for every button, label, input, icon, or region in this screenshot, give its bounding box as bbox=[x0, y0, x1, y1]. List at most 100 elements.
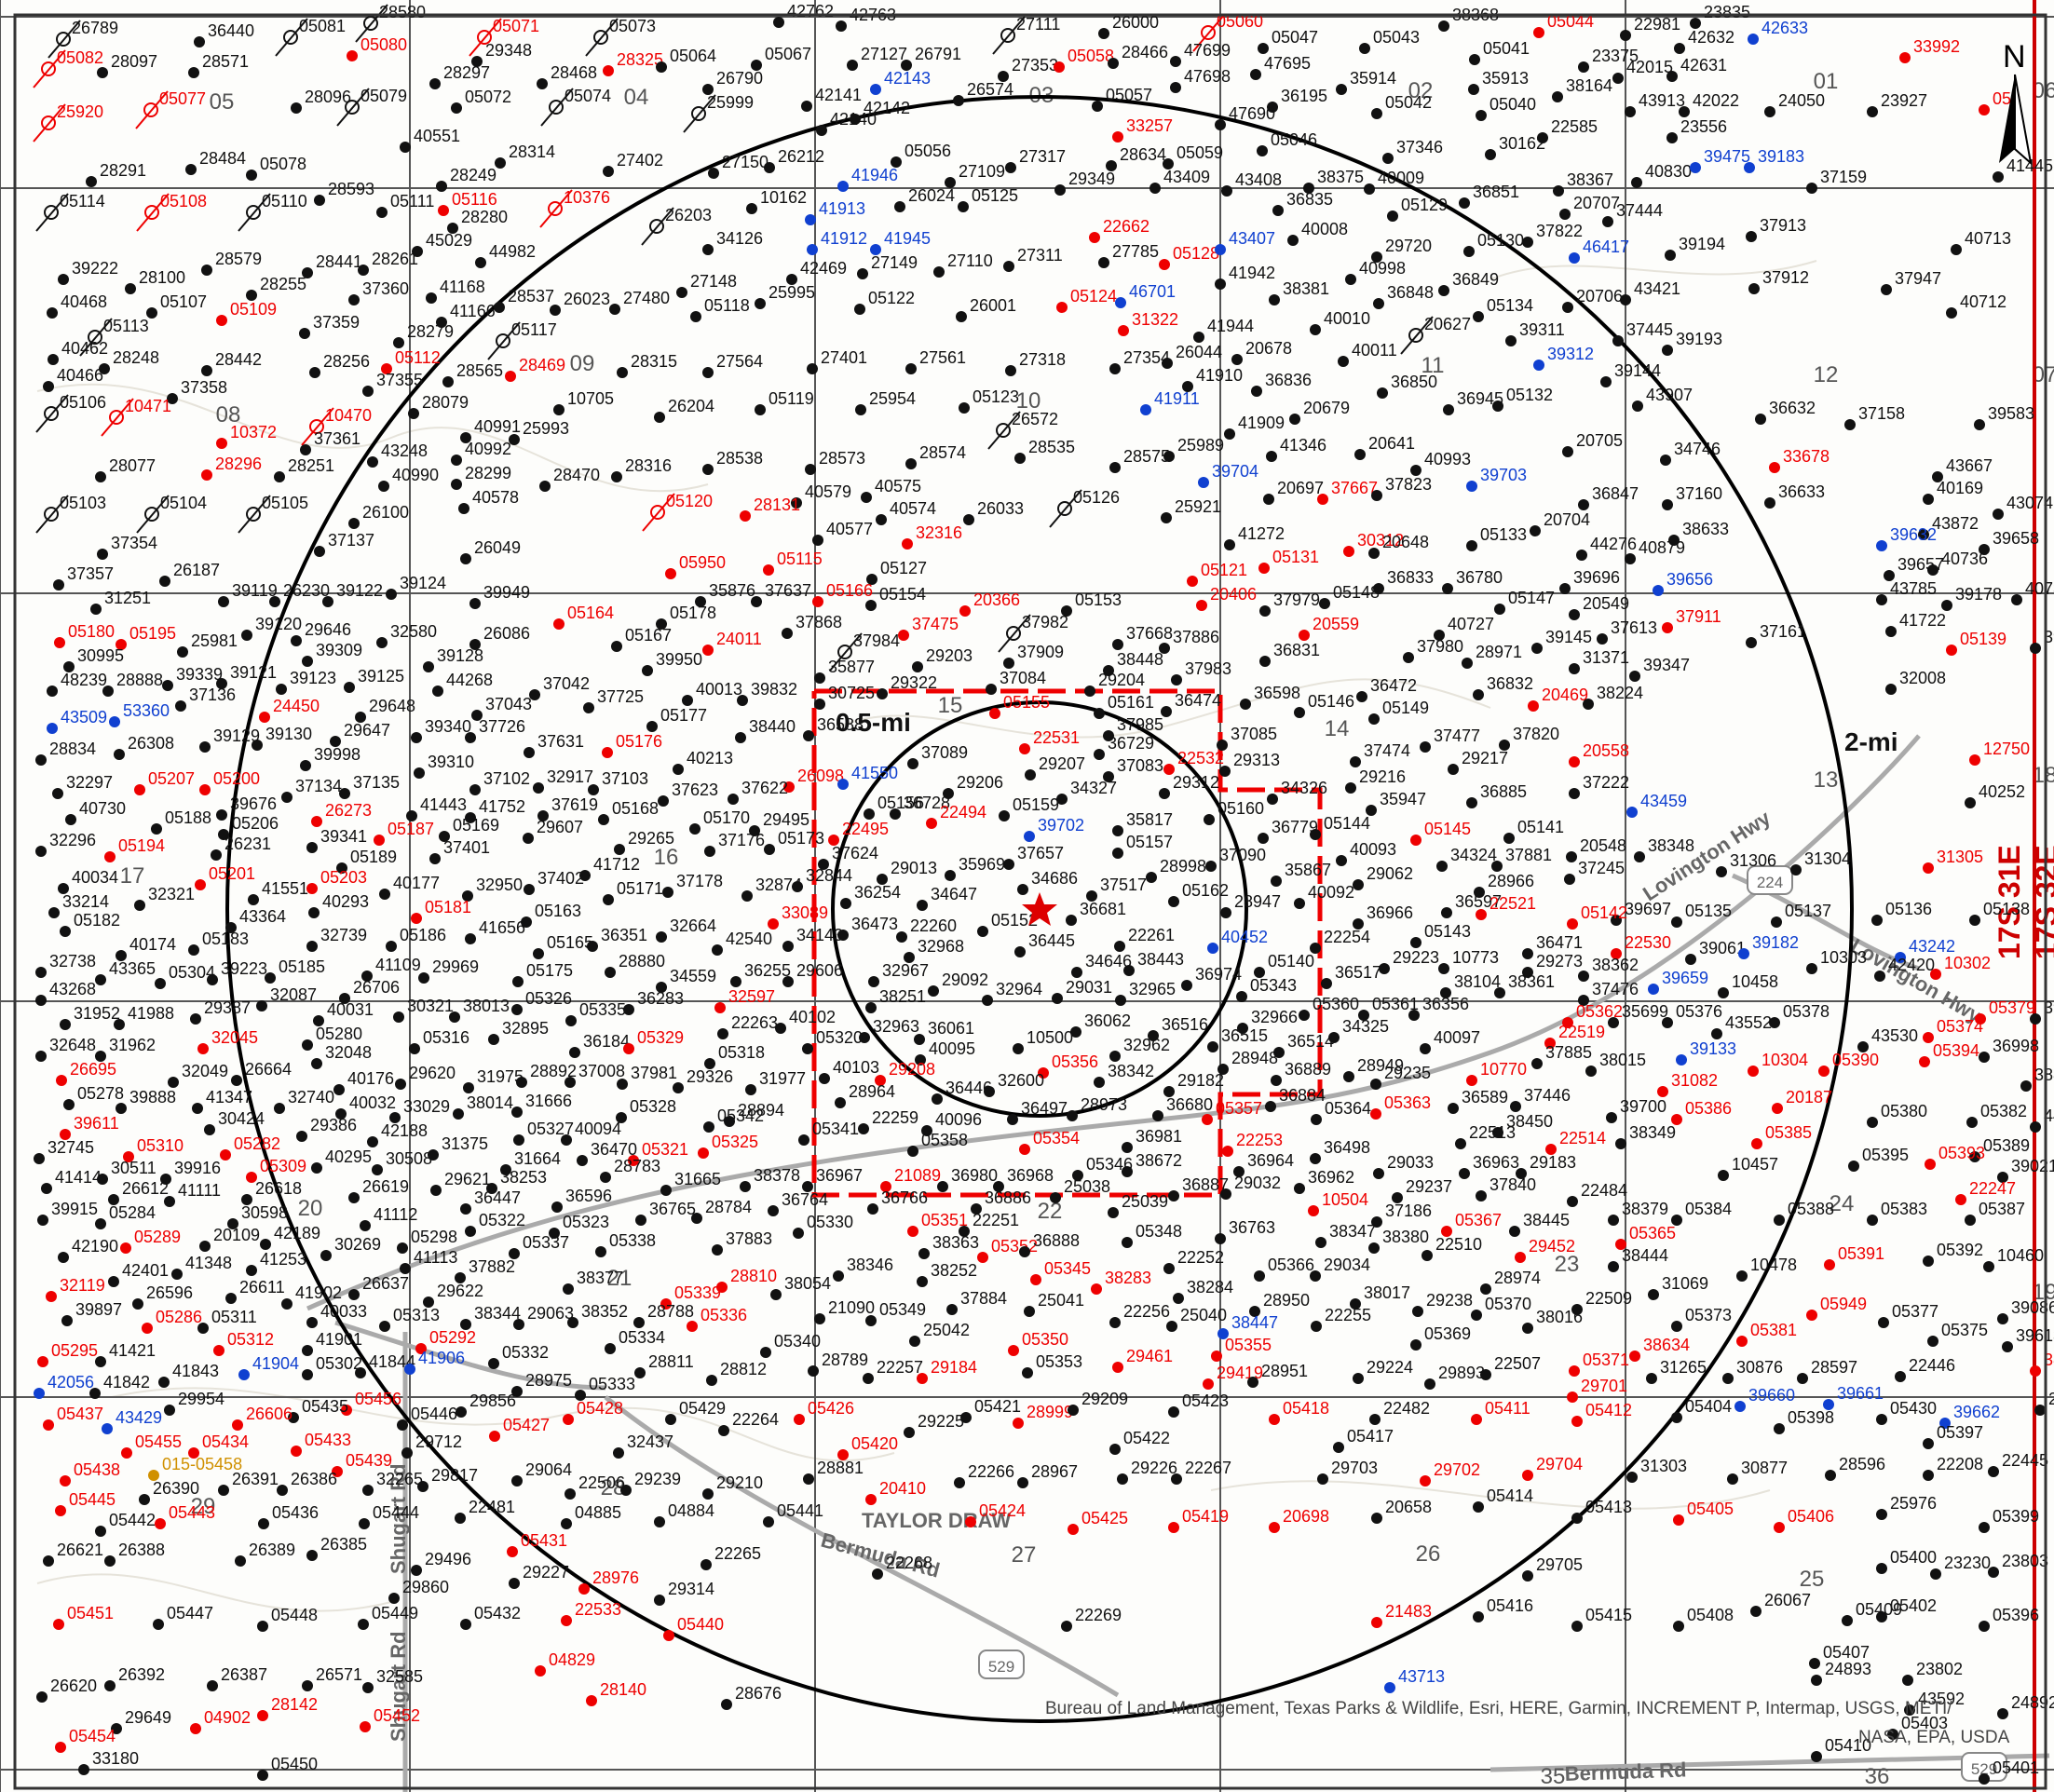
well-marker[interactable]: 29224 bbox=[1353, 1358, 1413, 1384]
well-marker[interactable]: 05155 bbox=[989, 693, 1050, 719]
well-marker[interactable]: 26596 bbox=[132, 1283, 193, 1310]
well-marker[interactable]: 43364 bbox=[225, 907, 286, 933]
well-marker[interactable]: 36596 bbox=[551, 1187, 612, 1213]
well-marker[interactable]: 29701 bbox=[1567, 1377, 1627, 1403]
well-marker[interactable]: 05141 bbox=[1503, 818, 1564, 844]
well-marker[interactable]: 40252 bbox=[1965, 782, 2025, 808]
well-marker[interactable]: 05136 bbox=[1871, 900, 1932, 926]
well-marker[interactable]: 05422 bbox=[1109, 1429, 1170, 1455]
well-marker[interactable]: 05207 bbox=[134, 769, 195, 795]
well-marker[interactable]: 26033 bbox=[963, 499, 1024, 525]
well-marker[interactable]: 29705 bbox=[1522, 1555, 1583, 1582]
well-marker[interactable]: 05403 bbox=[1887, 1714, 1948, 1740]
well-marker[interactable]: 05079 bbox=[336, 87, 407, 127]
well-marker[interactable]: 27401 bbox=[807, 348, 867, 374]
well-marker[interactable]: 39832 bbox=[737, 680, 797, 706]
well-marker[interactable]: 21089 bbox=[880, 1166, 941, 1192]
well-marker[interactable]: 28580 bbox=[355, 3, 426, 43]
well-marker[interactable]: 32965 bbox=[1115, 980, 1176, 1006]
well-marker[interactable]: 22256 bbox=[1109, 1302, 1170, 1328]
well-marker[interactable]: 05057 bbox=[1092, 86, 1152, 112]
well-marker[interactable]: 20559 bbox=[1299, 615, 1359, 641]
well-marker[interactable]: 05379 bbox=[1975, 998, 2035, 1025]
well-marker[interactable]: 39311 bbox=[1505, 320, 1565, 346]
well-marker[interactable]: 40031 bbox=[313, 1000, 374, 1026]
well-marker[interactable]: 37043 bbox=[471, 695, 532, 721]
well-marker[interactable]: 05321 bbox=[628, 1140, 688, 1166]
well-marker[interactable]: 31952 bbox=[60, 1004, 120, 1030]
well-marker[interactable]: 37980 bbox=[1403, 637, 1463, 663]
well-marker[interactable]: 36945 bbox=[1443, 389, 1503, 415]
well-marker[interactable]: 05110 bbox=[238, 192, 307, 232]
well-marker[interactable]: 05313 bbox=[379, 1306, 440, 1332]
well-marker[interactable]: 37401 bbox=[429, 838, 490, 864]
well-marker[interactable]: 39086 bbox=[1997, 1298, 2054, 1324]
well-marker[interactable]: 40993 bbox=[1410, 450, 1471, 476]
well-marker[interactable]: 32963 bbox=[859, 1017, 919, 1043]
well-marker[interactable]: 37913 bbox=[1746, 216, 1806, 242]
well-marker[interactable]: 40295 bbox=[311, 1147, 372, 1174]
well-marker[interactable]: 05341 bbox=[798, 1120, 859, 1146]
well-marker[interactable]: 05444 bbox=[359, 1503, 419, 1529]
well-marker[interactable]: 05452 bbox=[360, 1706, 420, 1732]
well-marker[interactable]: 36964 bbox=[1233, 1151, 1294, 1177]
well-marker[interactable]: 29235 bbox=[1370, 1064, 1431, 1090]
well-marker[interactable]: 05386 bbox=[1671, 1099, 1732, 1125]
well-marker[interactable]: 43872 bbox=[1918, 514, 1979, 540]
well-marker[interactable]: 39700 bbox=[1606, 1097, 1666, 1123]
well-marker[interactable]: 05111 bbox=[376, 192, 434, 218]
well-marker[interactable]: 26612 bbox=[108, 1179, 169, 1205]
well-marker[interactable]: 31666 bbox=[511, 1092, 572, 1118]
well-marker[interactable]: 38444 bbox=[1608, 1246, 1668, 1272]
well-marker[interactable]: 28571 bbox=[188, 52, 249, 78]
well-marker[interactable]: 38361 bbox=[1494, 972, 1555, 998]
well-marker[interactable]: 28967 bbox=[1017, 1462, 1078, 1488]
well-marker[interactable]: 41443 bbox=[406, 795, 467, 821]
well-marker[interactable]: 38013 bbox=[449, 997, 510, 1023]
well-marker[interactable]: 32600 bbox=[984, 1071, 1044, 1097]
well-marker[interactable]: 05123 bbox=[959, 387, 1019, 414]
well-marker[interactable]: 30598 bbox=[227, 1203, 288, 1229]
well-marker[interactable]: 39347 bbox=[1629, 656, 1690, 682]
well-marker[interactable]: 29646 bbox=[291, 620, 351, 646]
well-marker[interactable]: 37517 bbox=[1086, 876, 1147, 902]
well-marker[interactable]: 42142 bbox=[850, 99, 910, 125]
well-marker[interactable]: 29217 bbox=[1448, 749, 1508, 775]
well-marker[interactable]: 40169 bbox=[1923, 479, 1983, 505]
well-marker[interactable]: 05140 bbox=[1254, 952, 1314, 978]
well-marker[interactable]: 35914 bbox=[1336, 69, 1396, 95]
well-marker[interactable]: 05360 bbox=[1299, 995, 1359, 1021]
well-marker[interactable]: 35817 bbox=[1112, 810, 1173, 836]
well-marker[interactable]: 20627 bbox=[1400, 315, 1471, 355]
well-marker[interactable]: 31977 bbox=[745, 1069, 806, 1095]
well-marker[interactable]: 05408 bbox=[1673, 1606, 1734, 1632]
well-marker[interactable]: 27353 bbox=[998, 56, 1058, 82]
well-marker[interactable]: 40176 bbox=[333, 1069, 394, 1095]
well-marker[interactable]: 38381 bbox=[1269, 279, 1329, 305]
well-marker[interactable]: 28579 bbox=[201, 250, 262, 276]
well-marker[interactable]: 43592 bbox=[1904, 1690, 1965, 1716]
well-marker[interactable]: 05333 bbox=[575, 1375, 635, 1401]
well-marker[interactable]: 29062 bbox=[1353, 864, 1413, 890]
well-marker[interactable]: 05378 bbox=[1769, 1002, 1830, 1028]
well-marker[interactable]: 39632 bbox=[1876, 525, 1937, 551]
well-marker[interactable]: 36764 bbox=[768, 1190, 828, 1216]
well-marker[interactable]: 05278 bbox=[63, 1084, 124, 1110]
well-marker[interactable]: 26619 bbox=[348, 1177, 409, 1203]
well-marker[interactable]: 22981 bbox=[1620, 15, 1680, 41]
well-marker[interactable]: 05451 bbox=[53, 1604, 114, 1630]
well-marker[interactable]: 05395 bbox=[1848, 1146, 1909, 1172]
well-marker[interactable]: 10372 bbox=[216, 423, 277, 449]
well-marker[interactable]: 38448 bbox=[1103, 650, 1163, 676]
well-marker[interactable]: 37354 bbox=[97, 534, 157, 560]
well-marker[interactable]: 34686 bbox=[1017, 869, 1078, 895]
well-marker[interactable]: 24450 bbox=[259, 697, 320, 723]
well-marker[interactable]: 36473 bbox=[837, 915, 898, 941]
well-marker[interactable]: 29183 bbox=[1516, 1153, 1576, 1179]
well-marker[interactable]: 28574 bbox=[905, 443, 966, 469]
well-marker[interactable]: 29223 bbox=[1379, 948, 1439, 974]
well-marker[interactable]: 41414 bbox=[41, 1168, 102, 1194]
well-marker[interactable]: 28140 bbox=[586, 1680, 646, 1706]
well-marker[interactable]: 36780 bbox=[1442, 568, 1503, 594]
well-marker[interactable]: 38362 bbox=[1578, 956, 1639, 982]
